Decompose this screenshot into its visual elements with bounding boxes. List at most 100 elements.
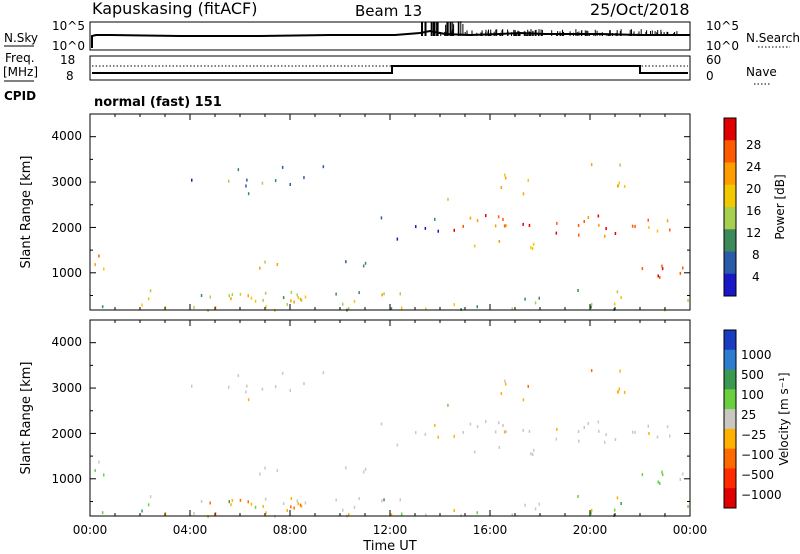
- power-cell: [193, 306, 195, 309]
- power-cell: [661, 264, 663, 268]
- velocity-cell: [504, 379, 506, 383]
- power-cell: [424, 226, 427, 230]
- power-cbar-tick-24: 24: [746, 160, 761, 174]
- velocity-colorbar-segments: [724, 330, 736, 509]
- velocity-cell: [245, 390, 247, 394]
- power-cell: [476, 305, 478, 309]
- power-cell: [578, 233, 580, 237]
- power-cell: [661, 267, 664, 271]
- power-cell: [231, 293, 234, 297]
- power-cell: [473, 244, 476, 248]
- power-cell: [656, 229, 659, 233]
- velocity-cell: [647, 424, 649, 428]
- velocity-cell: [587, 422, 590, 425]
- power-cbar-label: Power [dB]: [773, 174, 787, 239]
- velocity-cell: [498, 445, 501, 449]
- colorbar-segment: [724, 118, 736, 141]
- power-cell: [666, 219, 669, 223]
- power-cell: [532, 242, 535, 246]
- power-cell: [264, 260, 266, 264]
- power-cell: [511, 307, 513, 311]
- power-cell: [679, 271, 682, 275]
- noise-left-tick-top: 10^5: [52, 19, 85, 33]
- power-cell: [500, 186, 503, 189]
- power-cell: [353, 299, 356, 303]
- velocity-cell: [297, 502, 299, 506]
- velocity-cell: [659, 481, 661, 485]
- velocity-cell: [532, 448, 535, 452]
- power-cell: [214, 306, 217, 310]
- power-y-tick-3000: 3000: [51, 175, 82, 189]
- freq-trace: [92, 65, 688, 74]
- noise-right-label: N.Search: [746, 31, 800, 45]
- power-cell: [687, 299, 689, 302]
- power-cell: [505, 224, 507, 228]
- power-cell: [502, 218, 504, 221]
- power-cell: [447, 197, 449, 201]
- power-cell: [494, 224, 497, 228]
- noise-spike: [421, 22, 423, 36]
- velocity-cell: [335, 498, 337, 502]
- power-cell: [590, 305, 592, 309]
- velocity-cell: [209, 501, 211, 505]
- velocity-cell: [424, 432, 427, 436]
- power-cbar-tick-8: 8: [752, 248, 760, 262]
- power-cell: [583, 220, 585, 223]
- velocity-cell: [425, 513, 427, 517]
- velocity-cell: [669, 434, 671, 438]
- power-cell: [400, 306, 403, 310]
- power-y-tick-1000: 1000: [51, 266, 82, 280]
- power-cell: [453, 228, 455, 232]
- nave-tick-top: 60: [706, 53, 721, 67]
- velocity-cell: [641, 473, 644, 477]
- colorbar-segment: [724, 428, 736, 450]
- velocity-cell: [254, 505, 257, 509]
- colorbar-segment: [724, 229, 736, 252]
- power-cell: [103, 267, 105, 271]
- colorbar-segment: [724, 273, 736, 297]
- power-cell: [250, 296, 253, 300]
- time-axis-ticks: [89, 114, 691, 516]
- time-tick-2000: 20:00: [573, 523, 608, 537]
- power-y-tick-4000: 4000: [51, 129, 82, 143]
- velocity-cell: [500, 392, 503, 395]
- velocity-cell: [293, 506, 295, 510]
- power-cell: [342, 302, 344, 306]
- velocity-cell: [303, 382, 305, 386]
- power-cell: [498, 239, 501, 243]
- power-cell: [282, 296, 285, 300]
- velocity-cell: [682, 472, 684, 476]
- power-cell: [497, 215, 500, 219]
- velocity-cell: [290, 505, 292, 509]
- velocity-cell: [342, 508, 344, 512]
- velocity-cell: [103, 473, 105, 477]
- velocity-cell: [228, 385, 230, 389]
- noise-spike: [430, 22, 433, 36]
- velocity-cell: [437, 435, 439, 439]
- power-cell: [659, 275, 661, 279]
- velocity-cbar-tick-25: 25: [741, 408, 756, 422]
- colorbar-segment: [724, 369, 736, 390]
- nave-label: Nave: [746, 65, 777, 79]
- power-cell: [682, 266, 684, 270]
- velocity-cell: [453, 509, 455, 513]
- velocity-cell: [383, 498, 385, 502]
- colorbar-segment: [724, 251, 736, 275]
- velocity-cell: [476, 425, 479, 429]
- noise-right-tick-top: 10^5: [706, 19, 739, 33]
- power-cell: [616, 290, 619, 294]
- velocity-cell: [503, 430, 506, 434]
- velocity-cell: [631, 430, 634, 434]
- velocity-cell: [522, 398, 525, 402]
- power-cell: [669, 228, 671, 232]
- power-cell: [415, 225, 417, 229]
- velocity-cell: [282, 502, 285, 506]
- velocity-cell: [530, 452, 532, 456]
- power-cell: [528, 223, 531, 227]
- power-cell: [261, 181, 264, 185]
- time-axis-label: Time UT: [362, 539, 416, 554]
- power-cell: [364, 261, 367, 265]
- noise-spike: [436, 22, 439, 36]
- power-cell: [290, 291, 293, 294]
- power-cell: [147, 297, 150, 301]
